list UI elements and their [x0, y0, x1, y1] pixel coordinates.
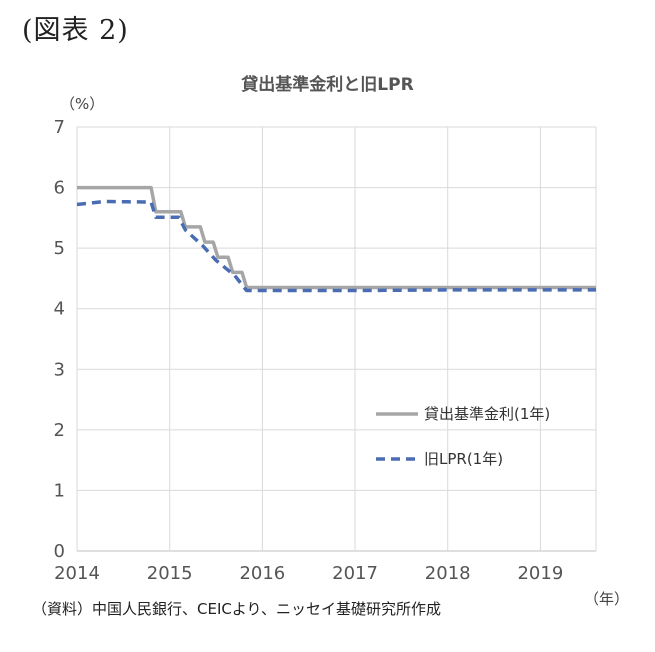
- series-line-2: [76, 199, 596, 293]
- x-tick-label: 2015: [147, 563, 193, 584]
- y-axis-ticks: 0 1 2 3 4 5 6 7: [54, 117, 65, 562]
- source-note: （資料）中国人民銀行、CEICより、ニッセイ基礎研究所作成: [32, 600, 441, 618]
- y-tick-label: 3: [54, 359, 65, 380]
- x-tick-label: 2019: [517, 563, 563, 584]
- x-tick-label: 2014: [54, 563, 100, 584]
- y-tick-label: 0: [54, 541, 65, 562]
- y-tick-label: 5: [54, 238, 65, 259]
- legend: 貸出基準金利(1年) 旧LPR(1年): [376, 405, 550, 468]
- y-axis-unit-label: （%）: [60, 95, 105, 113]
- x-tick-label: 2016: [239, 563, 285, 584]
- y-tick-label: 1: [54, 480, 65, 501]
- grid-lines: [76, 126, 597, 552]
- y-tick-label: 2: [54, 420, 65, 441]
- series-group: [76, 185, 596, 293]
- figure-label: (図表 2): [22, 15, 129, 46]
- x-axis-unit-label: （年）: [584, 590, 630, 608]
- y-tick-label: 7: [54, 117, 65, 138]
- x-tick-label: 2018: [425, 563, 471, 584]
- y-tick-label: 6: [54, 178, 65, 199]
- chart-title: 貸出基準金利と旧LPR: [241, 75, 414, 95]
- legend-label-2: 旧LPR(1年): [424, 450, 503, 468]
- y-tick-label: 4: [54, 299, 65, 320]
- legend-label-1: 貸出基準金利(1年): [424, 405, 550, 423]
- series-line-1: [77, 185, 596, 290]
- x-tick-label: 2017: [332, 563, 378, 584]
- x-axis-ticks: 2014 2015 2016 2017 2018 2019: [54, 563, 563, 584]
